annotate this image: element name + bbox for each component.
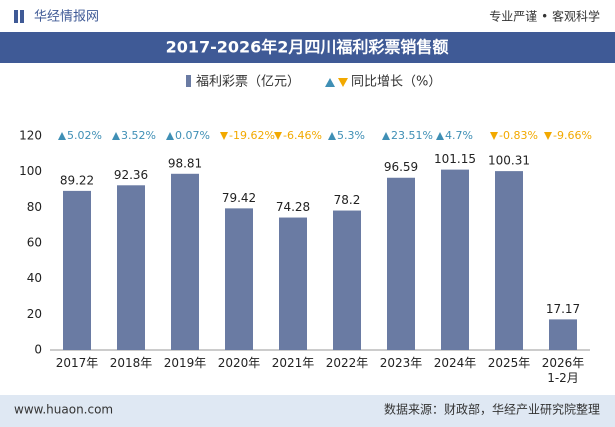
bar <box>171 173 199 350</box>
legend-label: 福利彩票（亿元） <box>196 75 300 90</box>
growth-label: 5.02% <box>67 129 102 142</box>
y-tick-label: 20 <box>27 307 42 321</box>
header-bar <box>0 0 615 32</box>
growth-marker <box>436 132 444 140</box>
growth-marker <box>220 132 228 140</box>
growth-marker <box>328 132 336 140</box>
growth-label: -19.62% <box>229 129 275 142</box>
growth-label: 4.7% <box>445 129 473 142</box>
growth-marker <box>166 132 174 140</box>
title-bar <box>0 32 615 63</box>
brand: 华经情报网 <box>34 10 99 25</box>
chart-title: 2017-2026年2月四川福利彩票销售额 <box>166 38 449 57</box>
slogan: 专业严谨 • 客观科学 <box>489 9 600 24</box>
value-label: 98.81 <box>168 156 202 170</box>
growth-marker <box>274 132 282 140</box>
growth-marker <box>544 132 552 140</box>
value-label: 74.28 <box>276 200 310 214</box>
x-tick-label: 2018年 <box>109 356 153 370</box>
value-label: 78.2 <box>334 193 361 207</box>
value-label: 89.22 <box>60 173 94 187</box>
y-tick-label: 0 <box>34 343 42 357</box>
x-tick-label: 2024年 <box>433 356 477 370</box>
bar <box>387 177 415 350</box>
footer-bar <box>0 395 615 427</box>
growth-marker <box>382 132 390 140</box>
y-tick-label: 40 <box>27 271 42 285</box>
value-label: 101.15 <box>434 152 476 166</box>
value-label: 79.42 <box>222 191 256 205</box>
x-tick-label: 2022年 <box>325 356 369 370</box>
bar <box>333 210 361 350</box>
bar <box>441 169 469 350</box>
growth-marker <box>490 132 498 140</box>
x-tick-label: 2023年 <box>379 356 423 370</box>
legend-label: 同比增长（%） <box>351 75 441 90</box>
growth-label: -0.83% <box>499 129 538 142</box>
x-tick-label: 2020年 <box>217 356 261 370</box>
value-label: 17.17 <box>546 302 580 316</box>
growth-marker <box>58 132 66 140</box>
growth-label: 5.3% <box>337 129 365 142</box>
growth-label: 23.51% <box>391 129 433 142</box>
legend-swatch <box>325 78 335 87</box>
legend-swatch <box>186 75 191 87</box>
logo <box>20 10 24 23</box>
growth-marker <box>112 132 120 140</box>
x-tick-label: 2019年 <box>163 356 207 370</box>
x-tick-label: 2026年 1-2月 <box>541 356 585 385</box>
y-tick-label: 120 <box>19 129 42 143</box>
legend-swatch <box>338 78 348 87</box>
growth-label: 3.52% <box>121 129 156 142</box>
growth-label: 0.07% <box>175 129 210 142</box>
x-tick-label: 2017年 <box>55 356 99 370</box>
logo <box>14 10 18 23</box>
footer-source: 数据来源：财政部，华经产业研究院整理 <box>384 402 600 417</box>
growth-label: -6.46% <box>283 129 322 142</box>
bar <box>279 217 307 350</box>
value-label: 92.36 <box>114 168 148 182</box>
footer-site: www.huaon.com <box>14 403 113 417</box>
x-tick-label: 2021年 <box>271 356 315 370</box>
bar <box>63 190 91 350</box>
y-tick-label: 60 <box>27 236 42 250</box>
bar <box>225 208 253 350</box>
bar <box>549 319 577 350</box>
growth-label: -9.66% <box>553 129 592 142</box>
x-tick-label: 2025年 <box>487 356 531 370</box>
bar <box>117 185 145 350</box>
y-tick-label: 80 <box>27 200 42 214</box>
value-label: 100.31 <box>488 154 530 168</box>
y-tick-label: 100 <box>19 164 42 178</box>
bar <box>495 171 523 350</box>
value-label: 96.59 <box>384 160 418 174</box>
